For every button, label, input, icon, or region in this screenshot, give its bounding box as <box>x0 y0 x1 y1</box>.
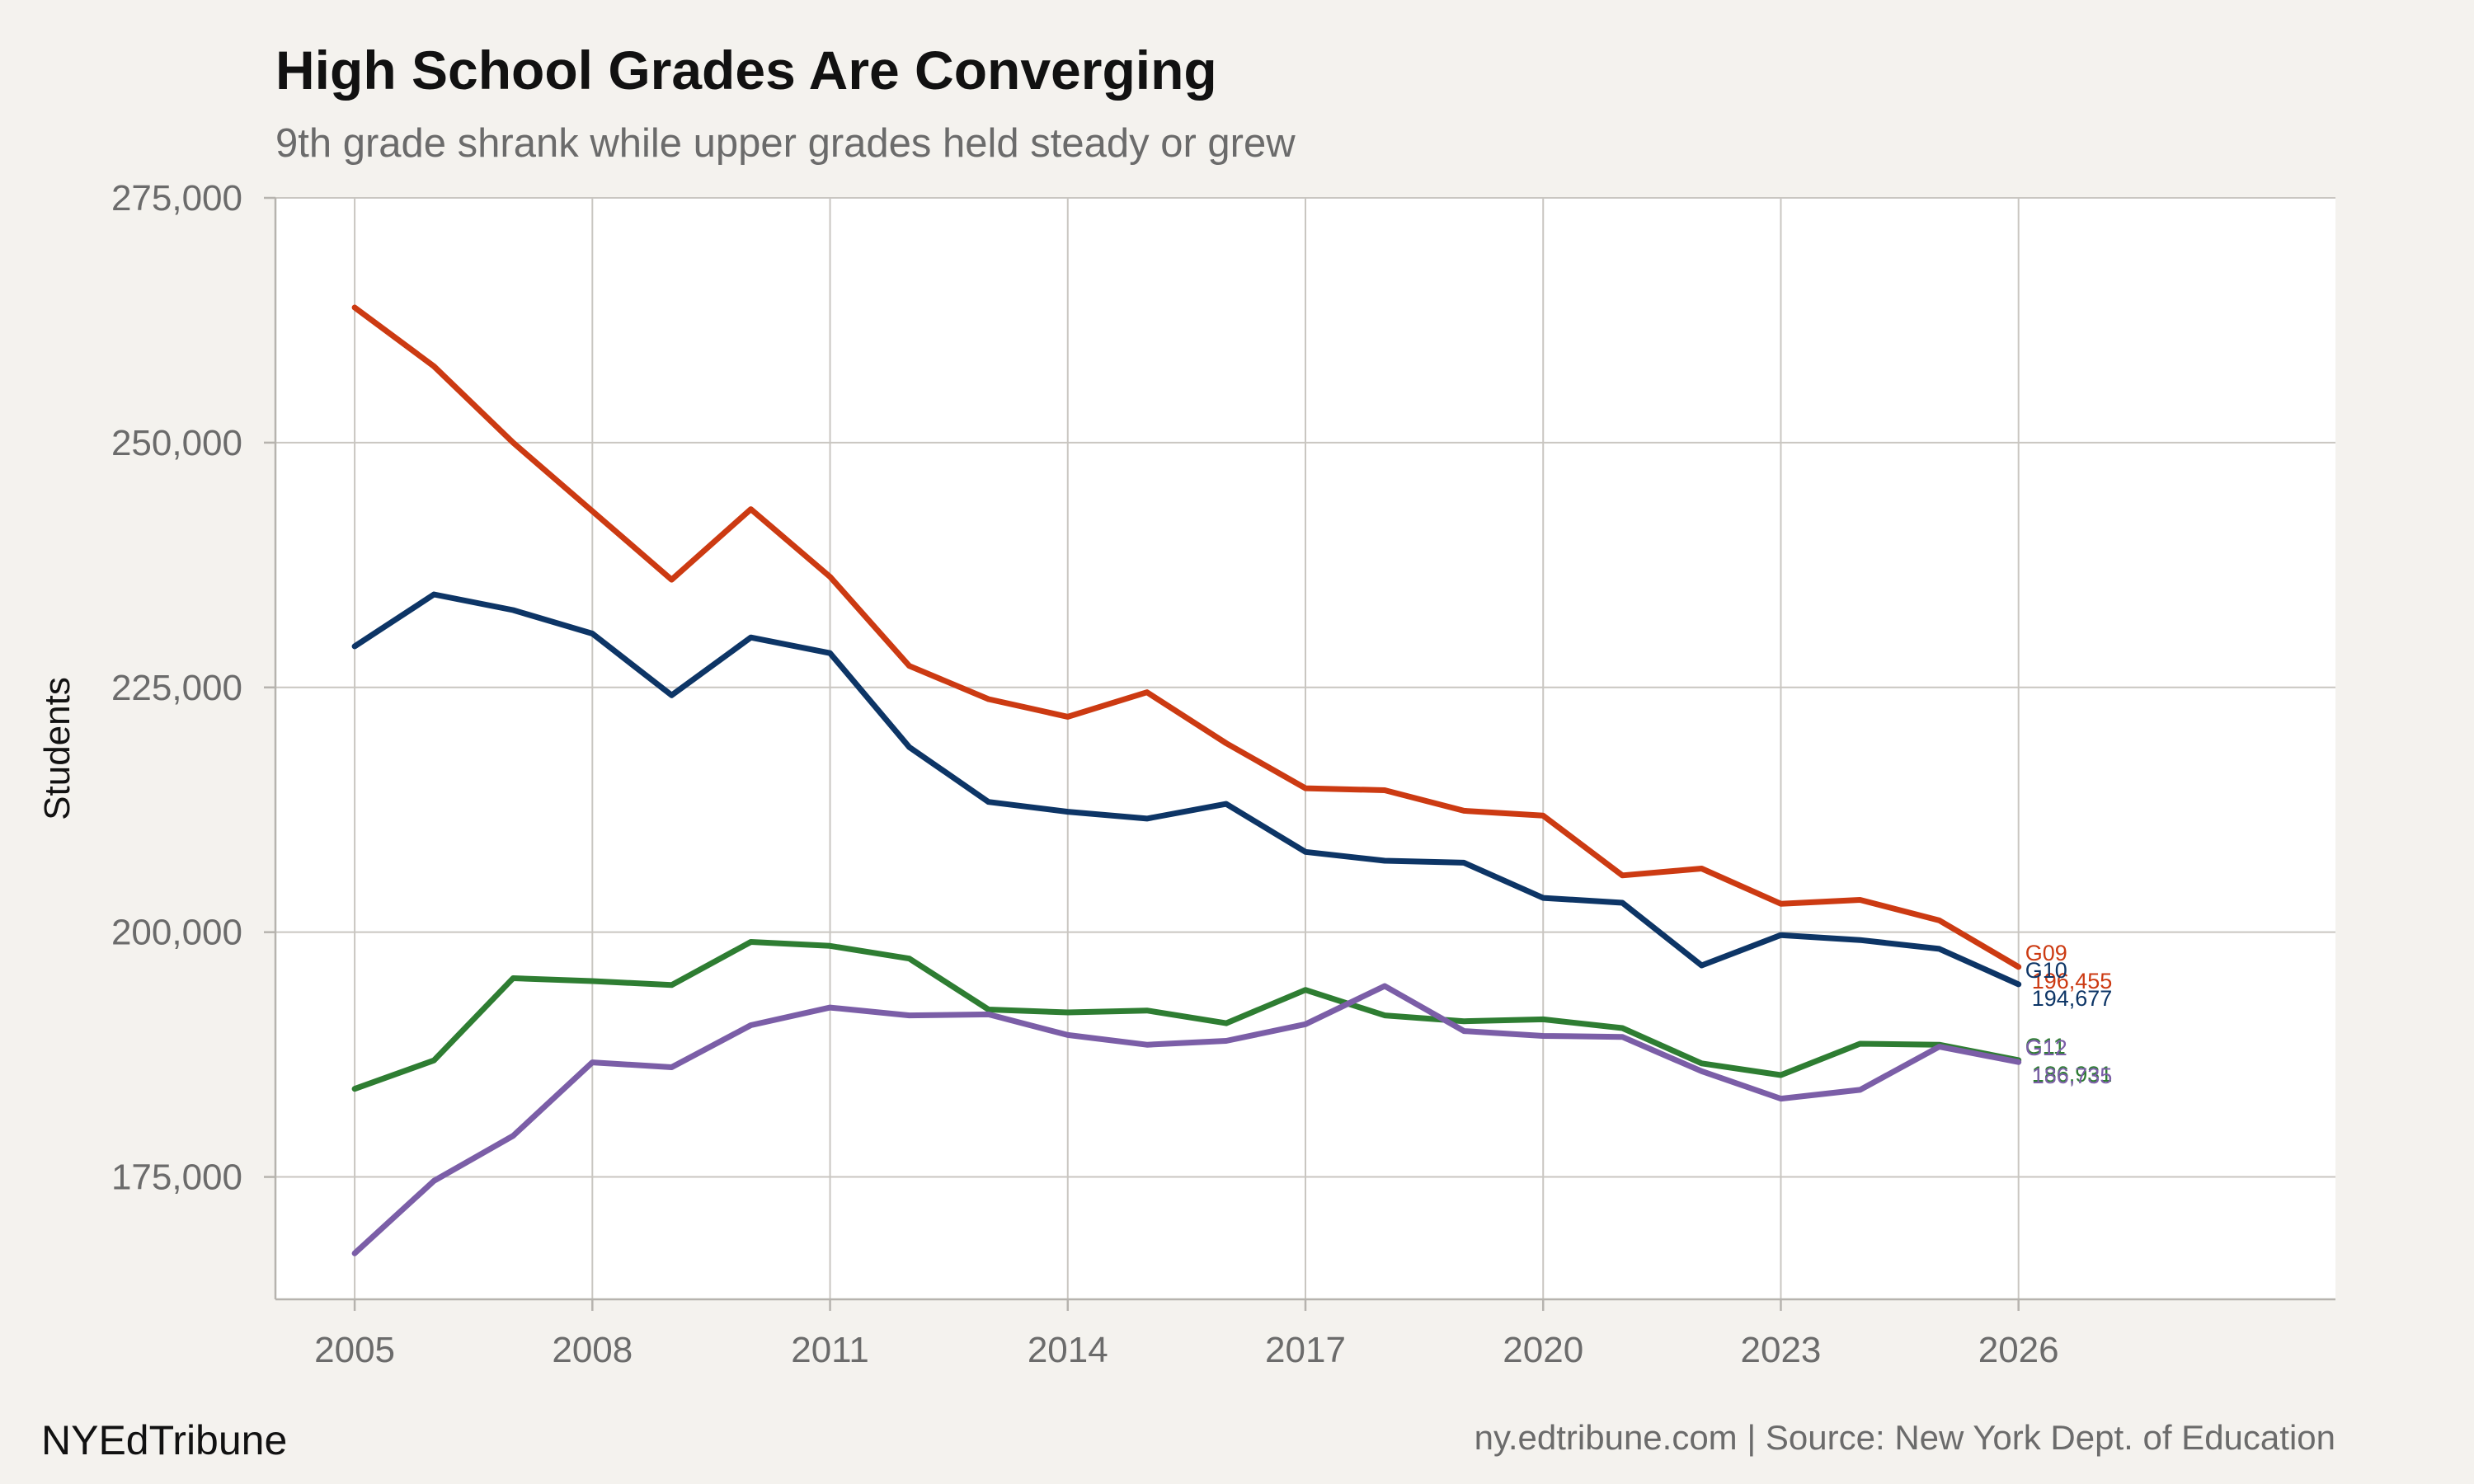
x-tick-label: 2005 <box>314 1330 395 1370</box>
gridlines <box>275 197 2335 1299</box>
end-label-name-g09: G09 <box>2025 941 2067 965</box>
end-label-name-g10: G10 <box>2025 958 2067 983</box>
y-axis-title: Students <box>37 677 78 820</box>
x-tick-label: 2026 <box>1978 1330 2059 1370</box>
end-label-value-g12: 186,735 <box>2032 1064 2113 1088</box>
x-tick-label: 2023 <box>1741 1330 1822 1370</box>
end-label-name-g12: G12 <box>2025 1036 2067 1060</box>
end-label-value-g09: 196,455 <box>2032 969 2113 993</box>
brand-logo-text: NYEdTribune <box>41 1417 287 1463</box>
y-tick-label: 250,000 <box>111 423 242 463</box>
axes: 2005 2008 2011 2014 2017 2020 2023 2026 175,000 2… <box>111 178 2335 1370</box>
series-line-g09 <box>351 304 2022 970</box>
x-tick-label: 2020 <box>1503 1330 1583 1370</box>
source-note: ny.edtribune.com | Source: New York Dept… <box>1475 1418 2335 1457</box>
end-label-name-g11: G11 <box>2025 1034 2066 1059</box>
y-tick-label: 275,000 <box>111 178 242 218</box>
end-label-value-g11: 186,931 <box>2032 1062 2113 1087</box>
y-tick-label: 200,000 <box>111 913 242 953</box>
end-label-value-g10: 194,677 <box>2032 986 2113 1011</box>
chart-subtitle: 9th grade shrank while upper grades held… <box>275 121 1296 166</box>
y-tick-label: 175,000 <box>111 1158 242 1198</box>
x-tick-label: 2011 <box>791 1330 869 1370</box>
x-tick-label: 2017 <box>1265 1330 1346 1370</box>
x-tick-label: 2014 <box>1028 1330 1108 1370</box>
series-line-g10 <box>351 591 2022 988</box>
series-line-g11 <box>351 939 2022 1092</box>
x-tick-label: 2008 <box>552 1330 633 1370</box>
chart-title: High School Grades Are Converging <box>275 40 1217 101</box>
series-lines <box>351 304 2022 1256</box>
y-tick-label: 225,000 <box>111 668 242 708</box>
series-line-g12 <box>351 983 2022 1256</box>
